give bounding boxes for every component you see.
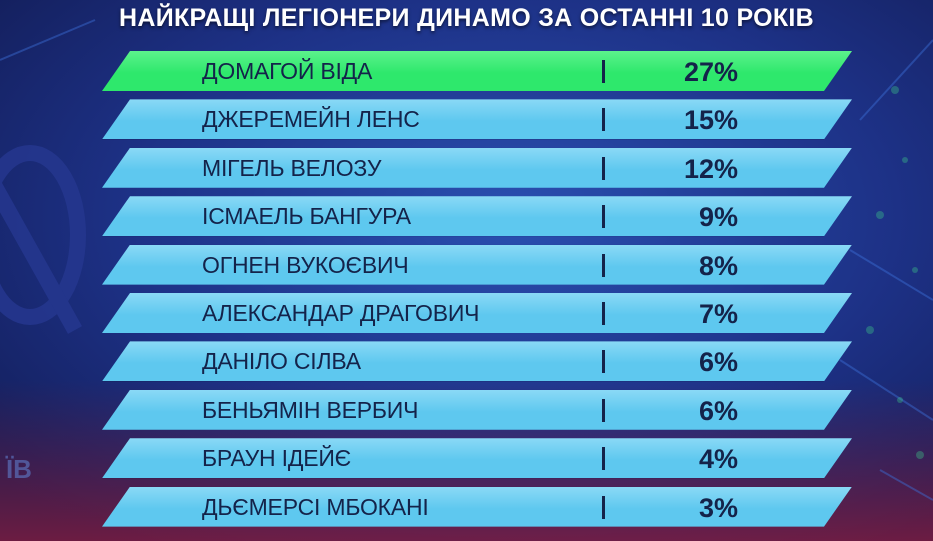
row-divider [602, 60, 605, 83]
row-band [102, 196, 852, 237]
table-row: БЕНЬЯМІН ВЕРБИЧ 6% [102, 389, 852, 430]
row-divider [602, 495, 605, 519]
table-row: АЛЕКСАНДАР ДРАГОВИЧ 7% [102, 293, 852, 333]
table-row: ДЖЕРЕМЕЙН ЛЕНС 15% [102, 99, 852, 140]
row-band [102, 486, 852, 527]
row-divider [602, 253, 605, 277]
vote-percent: 27% [683, 57, 738, 87]
row-divider [602, 447, 605, 471]
row-divider [602, 350, 605, 374]
table-row: ДОМАГОЙ ВІДА 27% [102, 51, 852, 91]
row-band [102, 341, 852, 382]
vote-percent: 6% [698, 347, 738, 378]
player-name: МІГЕЛЬ ВЕЛОЗУ [202, 154, 382, 181]
row-band [102, 99, 852, 140]
row-band [102, 438, 852, 479]
table-row: МІГЕЛЬ ВЕЛОЗУ 12% [102, 147, 852, 188]
player-name: БРАУН ІДЕЙЄ [202, 445, 352, 472]
row-divider [602, 302, 605, 325]
row-divider [602, 108, 605, 132]
table-row: ІСМАЕЛЬ БАНГУРА 9% [102, 196, 852, 237]
table-row: БРАУН ІДЕЙЄ 4% [102, 438, 852, 479]
vote-percent: 12% [683, 153, 738, 184]
vote-percent: 7% [698, 299, 738, 329]
club-logo-shape [0, 145, 86, 334]
vote-percent: 6% [698, 395, 738, 426]
club-logo-text: ЇВ [5, 454, 32, 484]
row-divider [602, 398, 605, 422]
vote-percent: 8% [698, 250, 738, 281]
row-band [102, 244, 852, 285]
vote-percent: 3% [698, 492, 738, 523]
chart-title: НАЙКРАЩІ ЛЕГІОНЕРИ ДИНАМО ЗА ОСТАННІ 10 … [118, 4, 815, 32]
player-name: БЕНЬЯМІН ВЕРБИЧ [202, 396, 419, 423]
row-band [102, 293, 852, 333]
vote-percent: 15% [683, 105, 738, 136]
player-name: ДАНІЛО СІЛВА [202, 348, 361, 375]
player-name: ОГНЕН ВУКОЄВИЧ [202, 251, 409, 278]
row-band [102, 147, 852, 188]
player-name: ДЖЕРЕМЕЙН ЛЕНС [202, 106, 420, 133]
row-band-highlight [102, 51, 852, 91]
table-row: ДАНІЛО СІЛВА 6% [102, 341, 852, 382]
background-dots [866, 86, 924, 459]
row-divider [602, 156, 605, 180]
vote-percent: 4% [698, 444, 738, 475]
player-name: ДОМАГОЙ ВІДА [202, 58, 373, 84]
player-name: ІСМАЕЛЬ БАНГУРА [202, 203, 411, 230]
player-name: ДЬЄМЕРСІ МБОКАНІ [202, 493, 429, 520]
player-name: АЛЕКСАНДАР ДРАГОВИЧ [202, 300, 480, 326]
table-row: ОГНЕН ВУКОЄВИЧ 8% [102, 244, 852, 285]
vote-percent: 9% [698, 202, 738, 233]
row-divider [602, 205, 605, 229]
row-band [102, 389, 852, 430]
background-light-lines [0, 19, 933, 501]
table-row: ДЬЄМЕРСІ МБОКАНІ 3% [102, 486, 852, 527]
